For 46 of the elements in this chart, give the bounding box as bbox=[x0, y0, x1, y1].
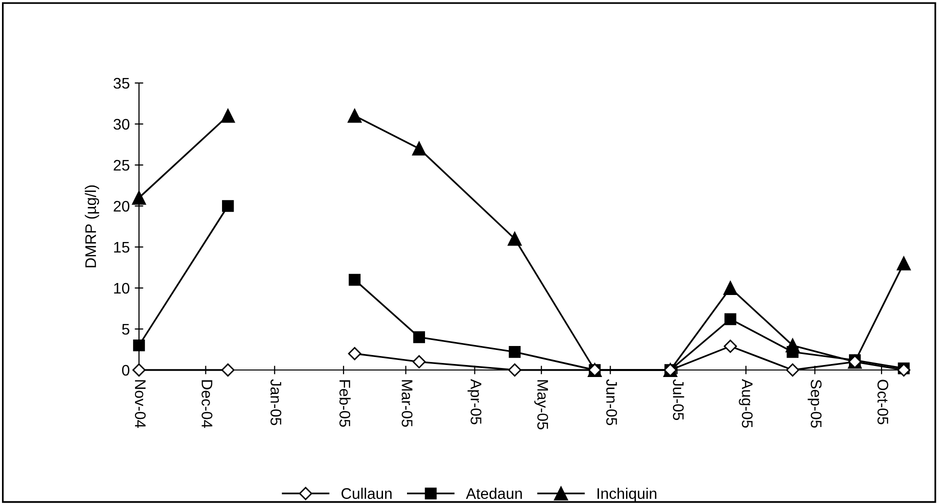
point bbox=[724, 313, 736, 326]
point bbox=[508, 363, 522, 377]
y-axis-title: DMRP (µg/l) bbox=[84, 185, 100, 268]
y-tick-label: 20 bbox=[114, 200, 130, 212]
point bbox=[412, 355, 426, 368]
x-tick-label: Aug-05 bbox=[738, 379, 753, 428]
x-tick-label: Feb-05 bbox=[339, 380, 351, 427]
y-tick-label: 25 bbox=[114, 160, 130, 171]
legend-label: Cullaun bbox=[342, 488, 392, 499]
y-tick-label: 10 bbox=[114, 282, 130, 294]
x-tick-label: Jul-05 bbox=[672, 379, 684, 420]
point bbox=[132, 190, 146, 205]
point bbox=[897, 363, 910, 377]
x-tick-label: Jun-05 bbox=[606, 379, 618, 426]
point bbox=[723, 281, 738, 295]
point bbox=[412, 142, 426, 156]
point bbox=[786, 363, 800, 377]
x-tick-label: Jan-05 bbox=[270, 379, 282, 426]
point bbox=[348, 347, 362, 360]
point bbox=[786, 346, 799, 358]
point bbox=[348, 108, 362, 123]
legend-label: Inchiquin bbox=[598, 488, 656, 502]
point bbox=[220, 108, 235, 123]
x-tick-label: Apr-05 bbox=[468, 379, 482, 424]
point bbox=[724, 340, 737, 353]
point bbox=[413, 331, 426, 344]
legend-label: Atedaun bbox=[466, 488, 522, 499]
y-tick-label: 5 bbox=[122, 324, 130, 335]
point bbox=[896, 256, 911, 270]
y-tick-label: 30 bbox=[114, 118, 130, 130]
point bbox=[508, 346, 521, 358]
x-tick-label: Sep-05 bbox=[808, 380, 822, 428]
x-tick-label: Oct-05 bbox=[877, 380, 888, 424]
point bbox=[508, 232, 522, 246]
y-tick-label: 0 bbox=[122, 364, 130, 376]
point bbox=[132, 363, 146, 377]
x-tick-label: May-05 bbox=[534, 380, 548, 430]
y-tick-label: 35 bbox=[114, 78, 130, 89]
point bbox=[348, 274, 361, 286]
point bbox=[221, 363, 235, 377]
x-tick-label: Nov-04 bbox=[134, 380, 146, 428]
point bbox=[222, 200, 234, 212]
point bbox=[133, 339, 145, 352]
x-tick-label: Mar-05 bbox=[402, 380, 412, 427]
y-tick-label: 15 bbox=[114, 242, 130, 253]
x-tick-label: Dec-04 bbox=[202, 380, 212, 428]
